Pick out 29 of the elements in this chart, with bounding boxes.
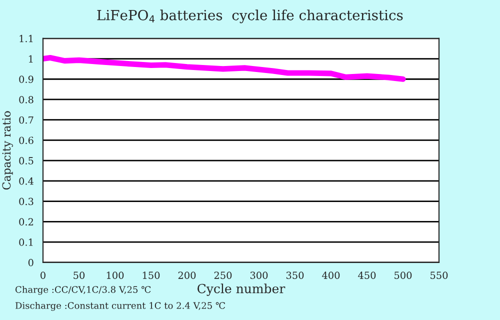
y-tick-label: 0.3 (19, 198, 34, 206)
x-tick-label: 500 (394, 272, 412, 279)
y-tick-label: 0.2 (19, 218, 34, 226)
y-tick-label: 0.7 (19, 116, 34, 124)
y-tick-label: 0.4 (19, 177, 34, 185)
text: Discharge :Constant current 1C to 2.4 V,25 ℃ (16, 302, 226, 311)
y-axis-title: Capacity ratio (2, 111, 13, 190)
y-tick-label: 0.6 (19, 136, 34, 144)
x-tick-label: 350 (286, 272, 304, 279)
y-tick-label: 0.9 (19, 76, 34, 83)
x-tick-label: 300 (250, 272, 268, 279)
y-tick-label: 1.1 (20, 34, 33, 42)
x-tick-label: 150 (142, 272, 160, 279)
x-tick-label: 250 (214, 272, 232, 279)
x-tick-label: 0 (40, 272, 46, 279)
x-tick-label: 50 (74, 272, 85, 279)
text: Charge :CC/CV,1C/3.8 V,25 ℃ (16, 286, 151, 295)
x-tick-label: 550 (430, 272, 448, 279)
x-tick-label: 400 (322, 272, 340, 279)
y-tick-label: 1 (28, 55, 33, 62)
y-tick-label: 0.8 (19, 96, 34, 104)
x-tick-label: 450 (358, 272, 376, 279)
x-tick-label: 100 (106, 272, 124, 279)
x-tick-label: 200 (178, 272, 196, 279)
y-tick-label: 0.1 (19, 238, 33, 246)
chart-title: LiFePO$_{4}$ batteries cycle life characteristics (97, 10, 403, 24)
y-tick-label: 0 (28, 258, 34, 266)
x-axis-title: Cycle number (198, 284, 286, 296)
y-tick-label: 0.5 (19, 157, 34, 164)
